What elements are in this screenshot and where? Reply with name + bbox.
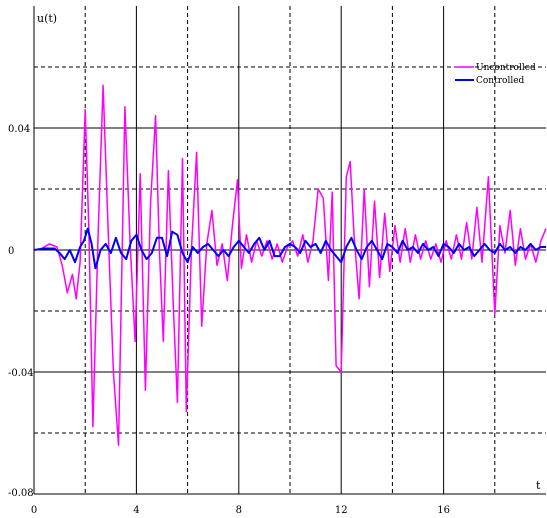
legend: Uncontrolled Controlled	[455, 63, 536, 86]
x-axis-label: t	[536, 479, 541, 492]
series	[33, 84, 547, 446]
y-tick-label: 0	[8, 246, 14, 257]
y-tick-label: -0.04	[8, 368, 34, 379]
x-tick-label: 12	[335, 505, 348, 516]
series-line-controlled	[33, 227, 546, 270]
x-tick-label: 4	[133, 505, 139, 516]
legend-label-controlled: Controlled	[476, 76, 525, 86]
y-axis-label: u(t)	[37, 12, 57, 25]
x-tick-label: 8	[236, 505, 242, 516]
x-tick-label: 16	[437, 505, 450, 516]
tick-labels: 0 4 8 12 16 -0.08 -0.04 0 0.04	[8, 124, 450, 516]
y-tick-label: -0.08	[8, 488, 34, 499]
legend-label-uncontrolled: Uncontrolled	[476, 63, 536, 73]
y-tick-label: 0.04	[8, 124, 30, 135]
x-tick-label: 0	[31, 505, 37, 516]
